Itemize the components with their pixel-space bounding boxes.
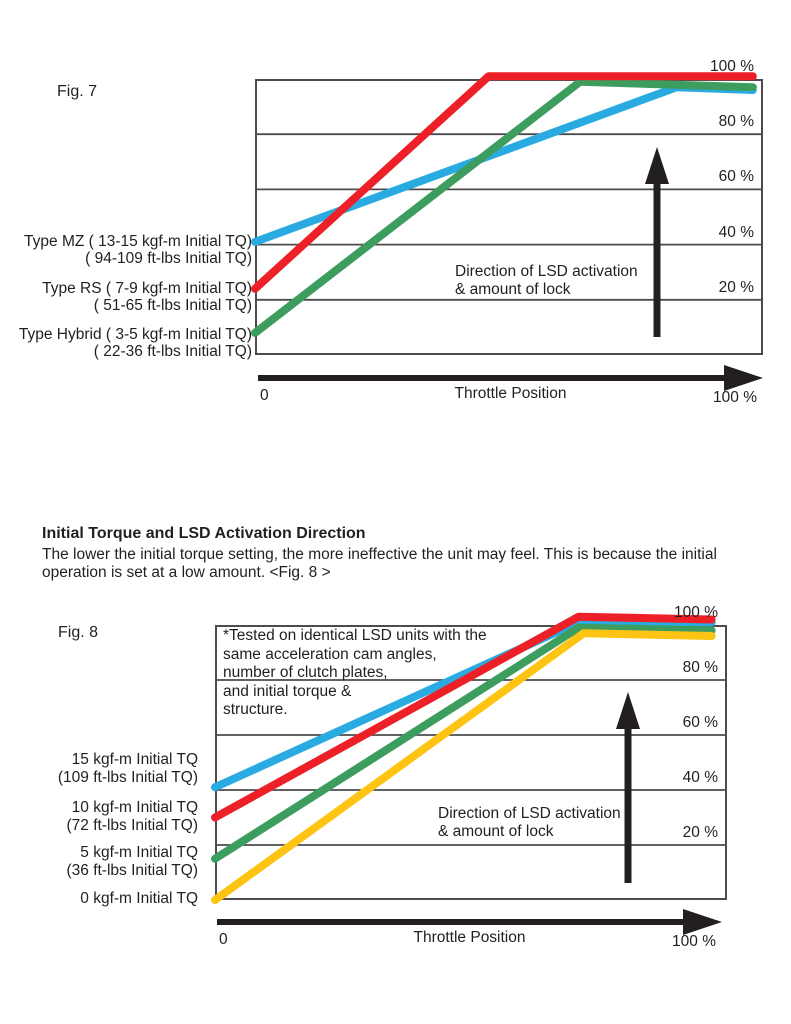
note-line: same acceleration cam angles, [223,645,437,663]
figure8-caption: Fig. 8 [58,624,99,641]
series-label-line: (72 ft-lbs Initial TQ) [66,817,198,834]
series-label-line: 5 kgf-m Initial TQ [80,844,198,861]
x-axis-title: Throttle Position [454,385,567,402]
series-label-line: ( 51-65 ft-lbs Initial TQ) [93,297,252,314]
note-line: number of clutch plates, [223,664,388,681]
series-label-type-rs: Type RS ( 7-9 kgf-m Initial TQ) ( 51-65 … [2,280,252,314]
annotation-line: & amount of lock [455,281,571,298]
series-line-2 [251,77,757,337]
x-axis-arrow-icon [217,909,722,935]
x-axis-min-label: 0 [219,931,228,948]
series-label-line: Type Hybrid ( 3-5 kgf-m Initial TQ) [18,326,252,343]
series-label-line: 0 kgf-m Initial TQ [80,890,198,907]
series-label-10kgfm: 10 kgf-m Initial TQ (72 ft-lbs Initial T… [3,799,198,835]
figure7-caption: Fig. 7 [57,83,98,100]
figure8-lsd-direction-annotation: Direction of LSD activation & amount of … [438,805,621,841]
series-line-1 [251,72,757,293]
lsd-direction-up-arrow-icon [645,147,669,337]
note-line: and initial torque & [223,682,352,700]
series-label-0kgfm: 0 kgf-m Initial TQ [3,890,198,908]
series-label-line: ( 94-109 ft-lbs Initial TQ) [85,250,252,267]
series-line-2 [211,623,716,863]
series-label-line: ( 22-36 ft-lbs Initial TQ) [93,343,252,360]
series-label-line: (36 ft-lbs Initial TQ) [66,862,198,879]
annotation-line: & amount of lock [438,823,554,840]
figure8-test-note: *Tested on identical LSD units with the … [223,627,487,720]
section-heading: Initial Torque and LSD Activation Direct… [42,525,366,542]
figure7-plot-area: 20 % 40 % 60 % 80 % 100 % Direction of LSD a… [251,58,763,355]
figure7-plot-svg [251,72,763,355]
series-label-line: 15 kgf-m Initial TQ [71,751,198,768]
x-axis-arrow-icon [258,365,763,391]
section-body-line: The lower the initial torque setting, th… [42,546,717,563]
x-axis-title: Throttle Position [413,929,526,946]
series-label-line: Type RS ( 7-9 kgf-m Initial TQ) [42,280,252,297]
series-label-line: (109 ft-lbs Initial TQ) [57,769,198,786]
figure8-x-axis: 0 Throttle Position 100 % [217,908,722,954]
series-label-type-hybrid: Type Hybrid ( 3-5 kgf-m Initial TQ) ( 22… [2,326,252,360]
plot-frame [215,625,727,900]
annotation-line: Direction of LSD activation [438,805,621,822]
series-label-15kgfm: 15 kgf-m Initial TQ (109 ft-lbs Initial … [3,751,198,787]
series-label-line: Type MZ ( 13-15 kgf-m Initial TQ) [24,233,252,250]
figure8-plot-svg [211,612,727,904]
series-label-line: 10 kgf-m Initial TQ [71,799,198,816]
figure7-x-axis: 0 Throttle Position 100 % [258,364,763,410]
series-line-3 [211,629,716,904]
annotation-line: Direction of LSD activation [455,263,638,280]
series-label-type-mz: Type MZ ( 13-15 kgf-m Initial TQ) ( 94-1… [2,233,252,267]
lsd-direction-up-arrow-icon [616,692,640,883]
x-axis-min-label: 0 [260,387,269,404]
x-axis-max-label: 100 % [713,389,757,406]
note-line: *Tested on identical LSD units with the [223,627,487,644]
note-line: structure. [223,701,288,718]
figure7-lsd-direction-annotation: Direction of LSD activation & amount of … [455,263,638,299]
series-label-5kgfm: 5 kgf-m Initial TQ (36 ft-lbs Initial TQ… [3,844,198,880]
figure8-plot-area: 20 % 40 % 60 % 80 % 100 % *Tested on identic… [211,604,727,904]
x-axis-max-label: 100 % [672,933,716,950]
series-line-1 [211,612,716,822]
section-body-line: operation is set at a low amount. <Fig. … [42,564,331,581]
